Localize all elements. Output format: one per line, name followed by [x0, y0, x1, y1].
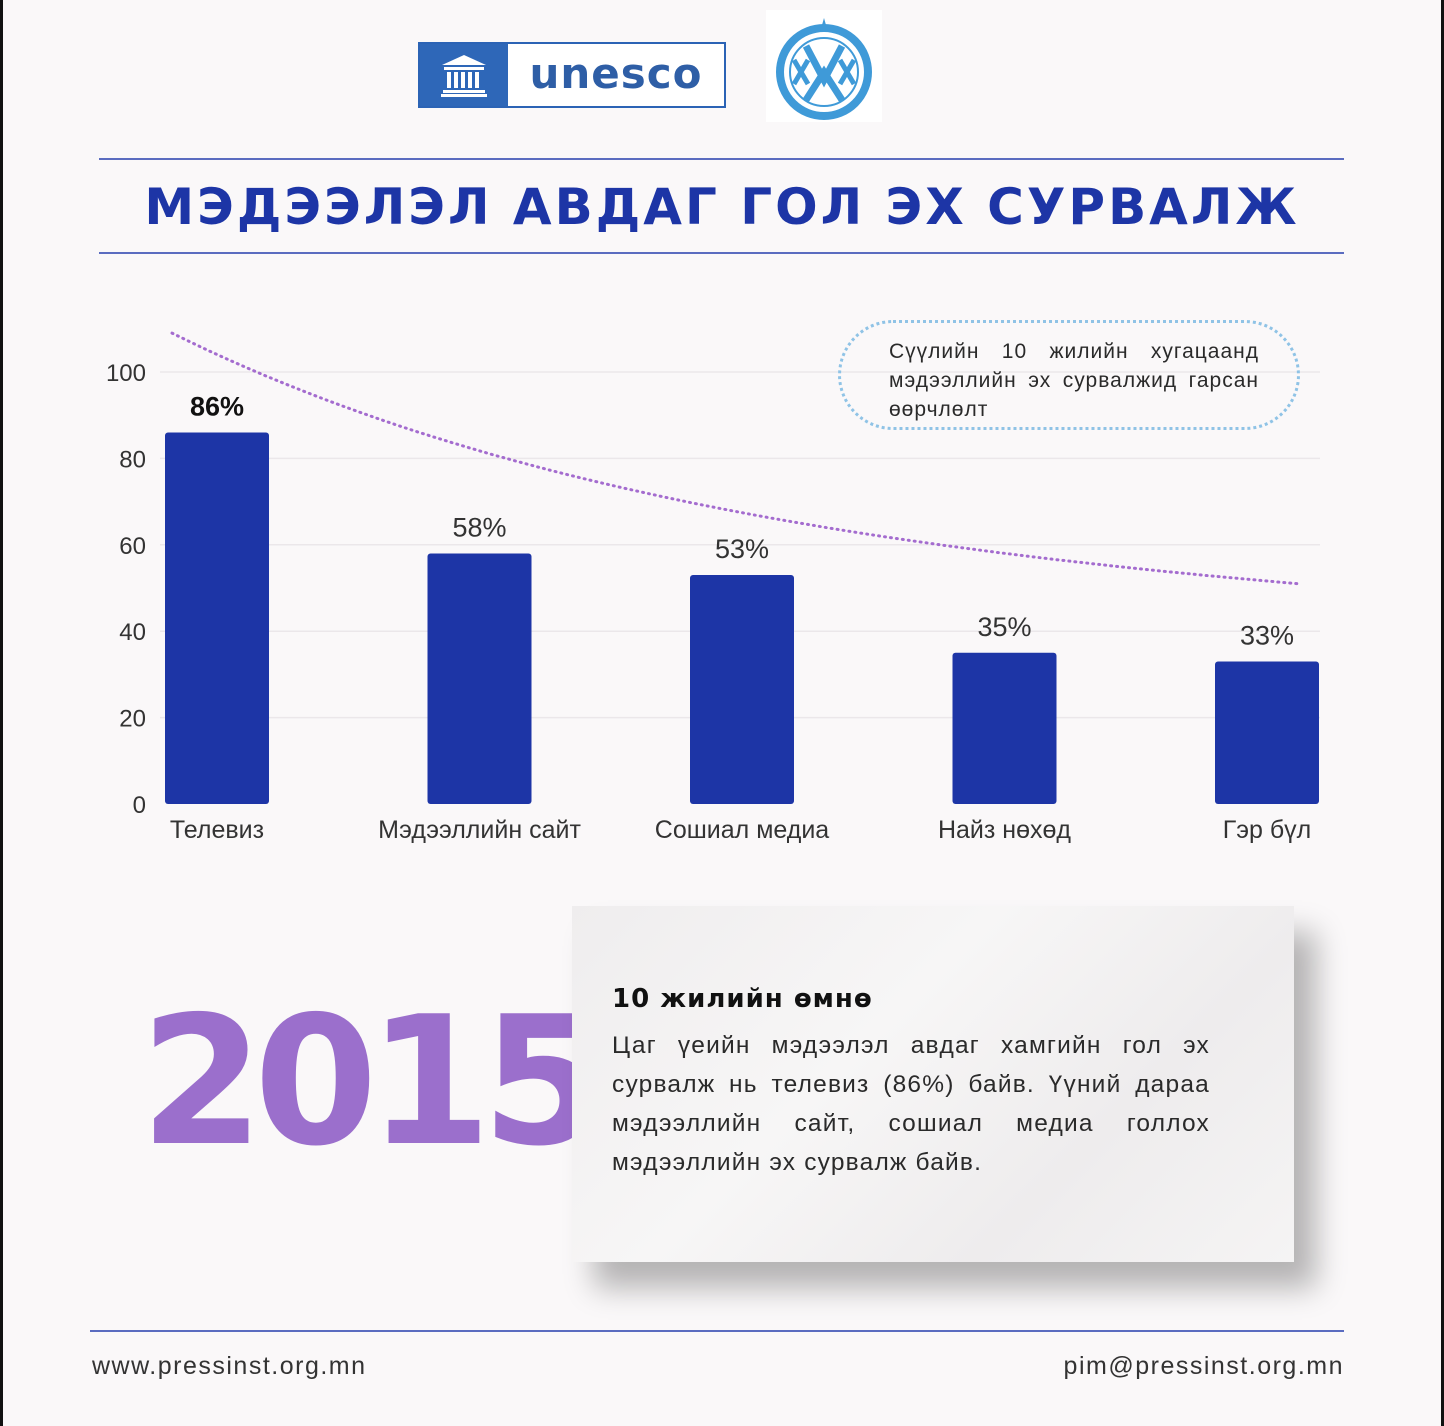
footer-rule	[90, 1330, 1344, 1332]
bar	[427, 553, 532, 804]
bar-value-label: 33%	[1240, 620, 1294, 650]
trend-curve	[170, 331, 1300, 586]
frame-right-border	[1441, 0, 1444, 1426]
bar	[690, 575, 794, 804]
x-category-label: Мэдээллийн сайт	[378, 816, 581, 844]
unesco-logo: unesco	[418, 42, 726, 108]
bar	[165, 432, 269, 804]
y-tick-label: 40	[119, 619, 146, 646]
y-tick-label: 60	[119, 533, 146, 560]
unesco-wordmark: unesco	[529, 48, 703, 98]
page-title: МЭДЭЭЛЭЛ АВДАГ ГОЛ ЭХ СУРВАЛЖ	[144, 178, 1300, 236]
bar-value-label: 35%	[977, 612, 1031, 642]
summary-text: Цаг үеийн мэдээлэл авдаг хамгийн гол эх …	[612, 1032, 1210, 1176]
year-label: 2015	[140, 978, 605, 1185]
trend-note: Сүүлийн 10 жилийн хугацаанд мэдээллийн э…	[838, 320, 1300, 430]
unesco-temple-icon	[420, 44, 508, 106]
press-institute-logo	[766, 10, 882, 122]
bar	[1215, 661, 1319, 804]
x-category-label: Сошиал медиа	[655, 816, 830, 844]
y-tick-label: 0	[133, 792, 146, 819]
y-tick-label: 80	[119, 446, 146, 473]
title-rule-bottom	[99, 252, 1344, 254]
footer-email-link[interactable]: pim@pressinst.org.mn	[1063, 1352, 1344, 1380]
summary-panel: 10 жилийн өмнө Цаг үеийн мэдээлэл авдаг …	[572, 906, 1294, 1262]
x-category-label: Найз нөхөд	[938, 816, 1071, 844]
footer-website-link[interactable]: www.pressinst.org.mn	[92, 1352, 367, 1380]
y-tick-label: 20	[119, 706, 146, 733]
bar	[952, 652, 1057, 804]
y-tick-label: 100	[106, 360, 146, 387]
press-institute-emblem-icon	[776, 18, 872, 120]
frame-left-border	[0, 0, 3, 1426]
title-rule-top	[99, 158, 1344, 160]
summary-heading: 10 жилийн өмнө	[612, 984, 873, 1014]
bar-value-label: 58%	[452, 512, 506, 542]
bar-chart: 0 20 40 60 80 100 86% Телевиз 58% Мэдээллийн сайт…	[106, 331, 1320, 844]
x-category-label: Гэр бүл	[1223, 816, 1312, 844]
bar-value-label: 86%	[190, 391, 244, 421]
bar-value-label: 53%	[715, 534, 769, 564]
x-category-label: Телевиз	[170, 816, 264, 844]
